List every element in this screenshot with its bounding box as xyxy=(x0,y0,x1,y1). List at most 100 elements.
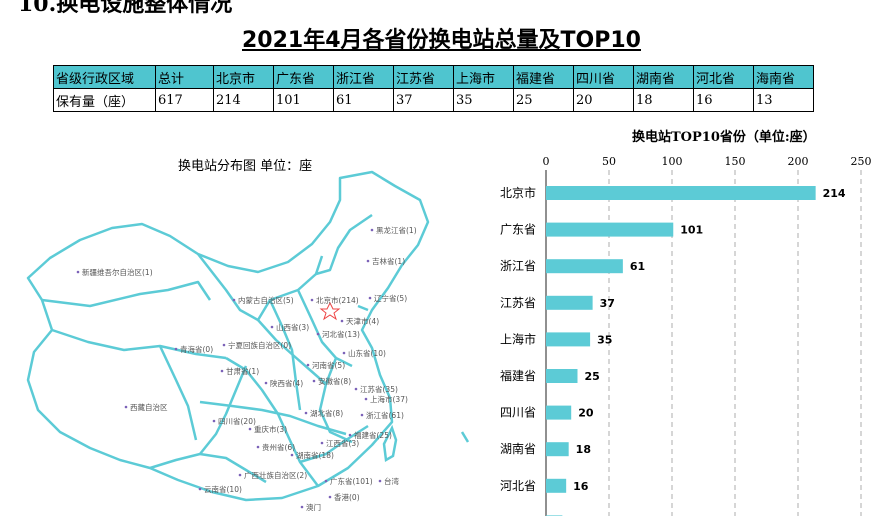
map-label: 吉林省(1) xyxy=(372,256,405,266)
map-label: 浙江省(61) xyxy=(366,410,404,420)
bar-chart-bars xyxy=(546,186,816,516)
map-point-icon xyxy=(348,433,352,437)
map-label: 湖南省(18) xyxy=(296,450,334,460)
map-label: 湖北省(8) xyxy=(310,408,343,418)
map-label: 内蒙古自治区(5) xyxy=(238,295,294,305)
map-point-icon xyxy=(270,325,274,329)
map-point-icon xyxy=(238,473,242,477)
value-label: 35 xyxy=(597,333,612,346)
map-point-icon xyxy=(76,270,80,274)
map-point-icon xyxy=(264,381,268,385)
table-cell: 617 xyxy=(155,88,214,112)
map-point-icon xyxy=(300,505,304,509)
table-header-cell: 福建省 xyxy=(513,65,574,89)
x-tick-label: 250 xyxy=(851,155,872,168)
x-tick-label: 100 xyxy=(662,155,683,168)
map-point-icon xyxy=(378,479,382,483)
capital-star-icon xyxy=(319,301,341,321)
map-point-icon xyxy=(366,259,370,263)
table-cell: 保有量（座） xyxy=(53,88,156,112)
map-point-icon xyxy=(248,427,252,431)
page-title: 2021年4月各省份换电站总量及TOP10 xyxy=(242,28,641,53)
table-cell: 61 xyxy=(333,88,394,112)
bar xyxy=(546,222,674,237)
table-cell: 214 xyxy=(213,88,274,112)
map-point-icon xyxy=(198,487,202,491)
map-label: 云南省(10) xyxy=(204,484,242,494)
category-label: 河北省 xyxy=(500,479,536,493)
map-label: 北京市(214) xyxy=(316,295,359,305)
bar xyxy=(546,186,816,200)
section-heading: 10.换电设施整体情况 xyxy=(18,0,233,17)
map-point-icon xyxy=(324,479,328,483)
value-label: 18 xyxy=(576,443,591,456)
map-point-icon xyxy=(222,343,226,347)
table-header-cell: 总计 xyxy=(155,65,214,89)
bar xyxy=(546,295,593,310)
table-cell: 101 xyxy=(273,88,334,112)
category-label: 海南省 xyxy=(500,514,536,516)
map-point-icon xyxy=(368,296,372,300)
map-point-icon xyxy=(328,495,332,499)
map-point-icon xyxy=(232,298,236,302)
table-header-cell: 江苏省 xyxy=(393,65,454,89)
coast-mark xyxy=(357,304,369,312)
table-header-row: 省级行政区域 总计 北京市 广东省 浙江省 江苏省 上海市 福建省 四川省 湖南省 河北省 海南省 xyxy=(53,65,814,89)
map-point-icon xyxy=(340,319,344,323)
category-label: 江苏省 xyxy=(500,296,536,310)
map-label: 贵州省(6) xyxy=(262,442,295,452)
table-cell: 18 xyxy=(633,88,694,112)
table-header-cell: 北京市 xyxy=(213,65,274,89)
bar xyxy=(546,478,567,493)
map-label: 澳门 xyxy=(306,502,321,512)
x-tick-label: 150 xyxy=(725,155,746,168)
bar xyxy=(546,332,591,347)
map-label: 河南省(5) xyxy=(312,360,345,370)
top10-bar-chart: 0 50 100 150 200 250 北京市广东省浙江省江苏省上海市福建省四川省湖南省… xyxy=(500,155,872,516)
table-header-cell: 广东省 xyxy=(273,65,334,89)
map-label: 重庆市(3) xyxy=(254,424,287,434)
category-label: 湖南省 xyxy=(500,441,536,456)
table-header-cell: 海南省 xyxy=(753,65,814,89)
x-tick-label: 200 xyxy=(788,155,809,168)
summary-table: 省级行政区域 总计 北京市 广东省 浙江省 江苏省 上海市 福建省 四川省 湖南省 河北省 海南省 保… xyxy=(53,65,814,112)
island-mark xyxy=(460,431,470,443)
map-label: 天津市(4) xyxy=(346,316,379,326)
map-label: 台湾 xyxy=(384,476,399,486)
map-label: 青海省(0) xyxy=(180,344,213,354)
category-label: 北京市 xyxy=(500,185,536,200)
map-label: 四川省(20) xyxy=(218,416,256,426)
bar xyxy=(546,442,569,457)
map-point-icon xyxy=(370,228,374,232)
map-point-icon xyxy=(316,332,320,336)
map-label: 辽宁省(5) xyxy=(374,293,407,303)
bar-chart-grid xyxy=(545,170,862,516)
table-header-cell: 省级行政区域 xyxy=(53,65,156,89)
bar-chart-title: 换电站TOP10省份（单位:座） xyxy=(632,130,816,145)
x-tick-label: 50 xyxy=(602,155,616,168)
table-header-cell: 湖南省 xyxy=(633,65,694,89)
bar xyxy=(546,259,623,274)
table-cell: 16 xyxy=(693,88,754,112)
map-borders xyxy=(26,170,430,502)
value-label: 37 xyxy=(600,297,615,310)
table-row: 保有量（座） 617 214 101 61 37 35 25 20 18 16 13 xyxy=(53,88,814,112)
category-label: 广东省 xyxy=(500,223,536,237)
bar xyxy=(546,369,578,383)
table-cell: 13 xyxy=(753,88,814,112)
map-point-icon xyxy=(256,445,260,449)
value-label: 214 xyxy=(823,187,846,200)
x-tick-label: 0 xyxy=(543,155,550,168)
map-label: 安徽省(8) xyxy=(318,376,351,386)
china-map: 黑龙江省(1) 吉林省(1) 新疆维吾尔自治区(1) 内蒙古自治区(5) 北京市(214… xyxy=(26,170,470,512)
category-label: 浙江省 xyxy=(500,259,536,273)
map-label: 山东省(10) xyxy=(348,348,386,358)
map-label: 河北省(13) xyxy=(322,329,360,339)
map-label: 黑龙江省(1) xyxy=(376,225,417,235)
map-label: 陕西省(4) xyxy=(270,378,303,388)
map-label: 甘肃省(1) xyxy=(226,366,259,376)
map-label: 西藏自治区 xyxy=(130,402,168,412)
bar-chart-xticks: 0 50 100 150 200 250 xyxy=(543,155,872,168)
